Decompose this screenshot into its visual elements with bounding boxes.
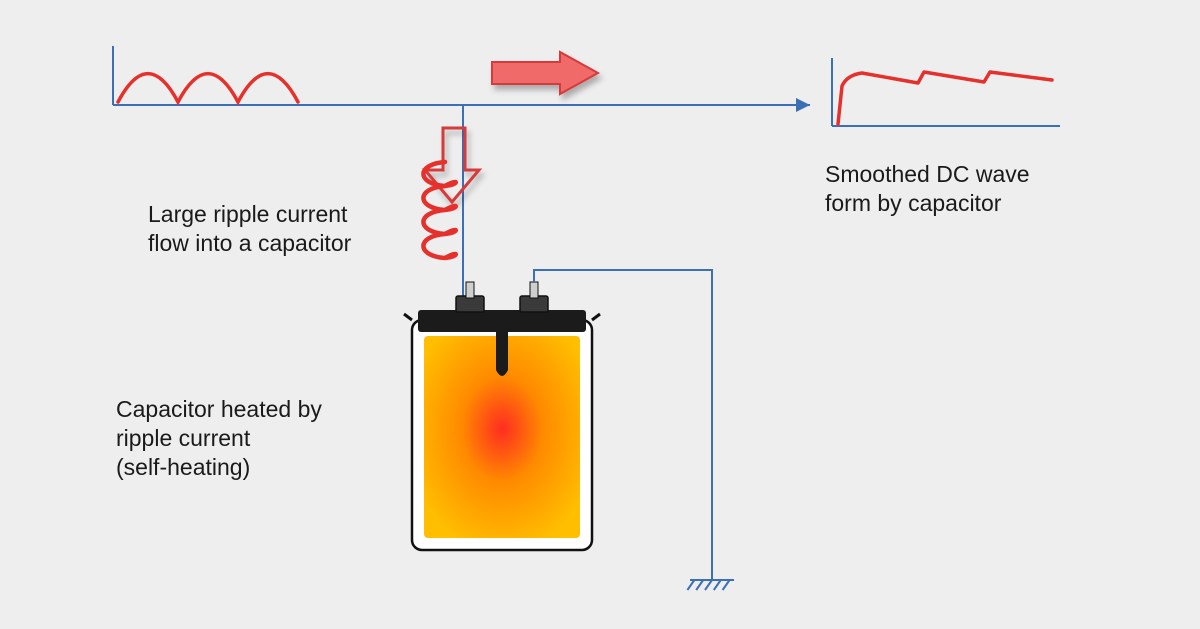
diagram-svg [0, 0, 1200, 629]
input-rectified-wave [118, 74, 298, 102]
self-heating-label: Capacitor heated by ripple current (self… [116, 395, 322, 481]
diagram-stage: Large ripple current flow into a capacit… [0, 0, 1200, 629]
ripple-coil-icon [423, 162, 455, 258]
ground-symbol-icon [687, 580, 734, 590]
ripple-current-label: Large ripple current flow into a capacit… [148, 200, 351, 258]
top-wire [280, 98, 810, 112]
output-wave-axes [832, 58, 1060, 126]
smoothed-dc-label: Smoothed DC wave form by capacitor [825, 160, 1030, 218]
output-smoothed-wave [838, 72, 1052, 124]
capacitor-icon [404, 282, 600, 550]
flow-arrow-icon [492, 52, 598, 94]
